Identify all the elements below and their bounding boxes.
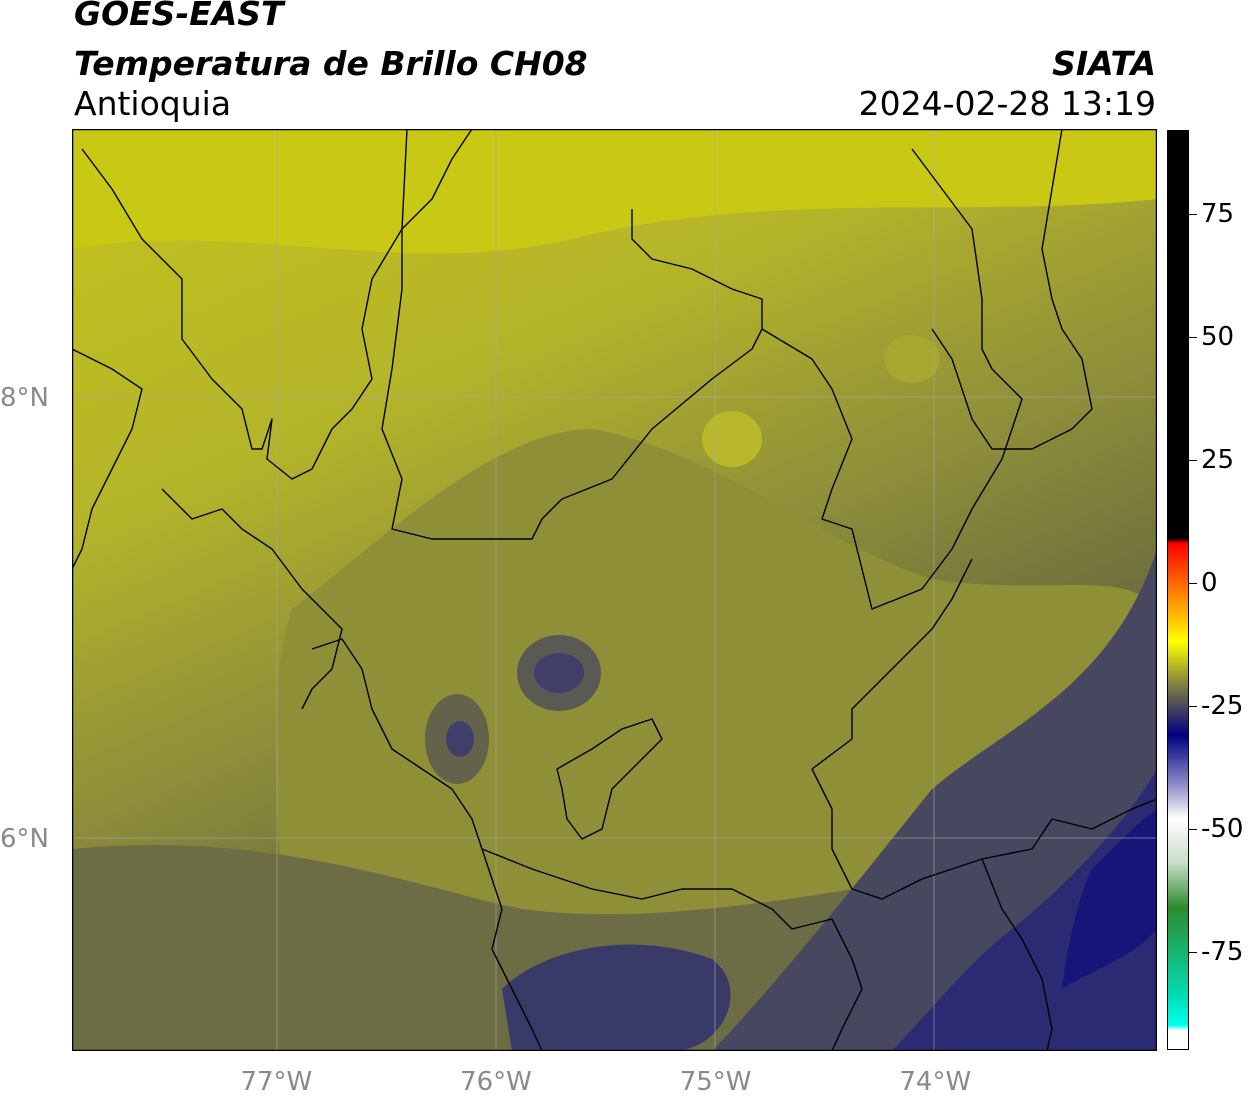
colorbar-tick — [1189, 213, 1197, 215]
convective-cell-core — [446, 721, 474, 757]
latitude-label: 6°N — [0, 824, 49, 855]
gulf-coast — [161, 488, 343, 710]
department-boundary — [981, 858, 1053, 1051]
warm-patch — [702, 411, 762, 467]
colorbar-tick — [1189, 459, 1197, 461]
timestamp-label: 2024-02-28 13:19 — [858, 84, 1156, 123]
colorbar-tick-label: 75 — [1201, 198, 1235, 229]
warm-band — [72, 129, 1157, 254]
boundaries — [72, 129, 1157, 1051]
product-title: Temperatura de Brillo CH08 — [74, 44, 588, 83]
longitude-label: 76°W — [460, 1067, 532, 1097]
east-cold-core — [892, 769, 1157, 1051]
longitude-label: 75°W — [679, 1067, 752, 1097]
longitude-label: 74°W — [899, 1067, 972, 1097]
colorbar-tick-label: -75 — [1201, 936, 1244, 967]
department-boundary — [811, 768, 1157, 900]
department-boundary — [381, 129, 763, 540]
colorbar-tick — [1189, 336, 1197, 338]
department-boundary — [481, 848, 863, 1051]
brightness-temperature-map — [72, 129, 1157, 1051]
department-boundary — [811, 558, 973, 770]
colorbar-tick — [1189, 582, 1197, 584]
longitude-label: 77°W — [240, 1067, 313, 1097]
latitude-label: 8°N — [0, 383, 49, 414]
department-boundary — [931, 129, 1093, 450]
region-subtitle: Antioquia — [74, 84, 232, 123]
colorbar-tick-label: -25 — [1201, 690, 1244, 721]
colorbar-tick-label: 50 — [1201, 321, 1235, 352]
coastline — [81, 129, 473, 480]
gridlines — [72, 129, 1157, 1051]
colorbar-tick-label: 25 — [1201, 444, 1235, 475]
organization-label: SIATA — [1052, 44, 1156, 83]
metro-area-boundary — [556, 718, 663, 840]
colorbar-tick-label: -50 — [1201, 813, 1244, 844]
warm-patch — [884, 335, 940, 383]
east-coldest-core — [1062, 809, 1157, 989]
colorbar — [1167, 130, 1189, 1050]
department-boundary — [761, 148, 1023, 610]
colorbar-tick — [1189, 828, 1197, 830]
colorbar-tick — [1189, 951, 1197, 953]
south-cold-cluster — [502, 944, 731, 1051]
colorbar-tick-label: 0 — [1201, 567, 1218, 598]
convective-cell-core — [534, 653, 584, 693]
coastline-west — [72, 348, 143, 570]
department-boundary — [311, 638, 543, 1051]
colorbar-tick — [1189, 705, 1197, 707]
satellite-title: GOES-EAST — [74, 0, 284, 33]
